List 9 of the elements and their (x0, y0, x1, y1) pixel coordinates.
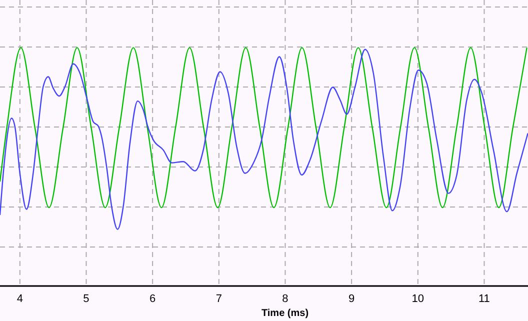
x-tick-label: 8 (282, 293, 288, 305)
x-tick-label: 6 (150, 293, 156, 305)
x-tick-label: 5 (83, 293, 90, 305)
x-tick-label: 7 (216, 293, 222, 305)
x-tick-label: 4 (16, 293, 23, 305)
x-tick-label: 11 (478, 293, 490, 305)
x-tick-label: 9 (348, 293, 355, 305)
x-axis-title: Time (ms) (261, 308, 309, 319)
x-tick-label: 10 (412, 293, 424, 305)
